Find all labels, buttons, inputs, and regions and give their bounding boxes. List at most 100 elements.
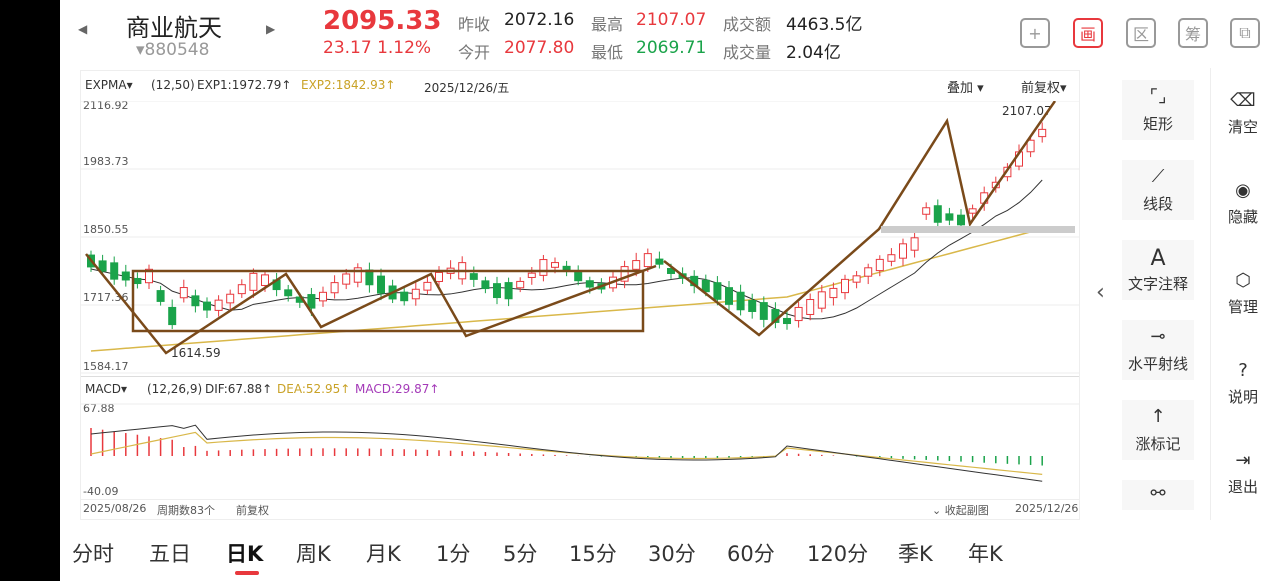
text-note-label: 文字注释 bbox=[1127, 275, 1188, 293]
text-note-tool[interactable]: A 文字注释 bbox=[1122, 240, 1194, 300]
hide-tool[interactable]: ◉ 隐藏 bbox=[1220, 180, 1266, 227]
exit-tool[interactable]: ⇥ 退出 bbox=[1220, 450, 1266, 497]
candle-body bbox=[667, 268, 675, 274]
candle-body bbox=[423, 281, 432, 291]
divider bbox=[81, 376, 1079, 377]
candle-body bbox=[968, 208, 977, 214]
macd-indicator-select[interactable]: MACD▾ bbox=[85, 382, 127, 396]
candle-body bbox=[701, 279, 710, 293]
next-stock-icon[interactable]: ▶ bbox=[266, 22, 276, 36]
help-tool[interactable]: ? 说明 bbox=[1220, 360, 1266, 407]
chart-panel[interactable]: EXPMA▾ (12,50) EXP1:1972.79↑ EXP2:1842.9… bbox=[80, 70, 1080, 520]
up-arrow-icon: ↑ bbox=[1150, 406, 1166, 427]
horizontal-ray-tool[interactable]: ⊸ 水平射线 bbox=[1122, 320, 1194, 380]
candle-body bbox=[736, 291, 745, 311]
candle-body bbox=[933, 205, 942, 223]
volume-value: 2.04亿 bbox=[786, 43, 841, 63]
tab-weekly[interactable]: 周K bbox=[296, 542, 331, 566]
candle-body bbox=[957, 214, 965, 226]
candle-body bbox=[98, 260, 107, 272]
low-mark: 1614.59 bbox=[171, 346, 221, 360]
tab-5min[interactable]: 5分 bbox=[503, 542, 538, 566]
tab-daily[interactable]: 日K bbox=[226, 542, 264, 566]
more-tool[interactable]: ⚯ bbox=[1122, 480, 1194, 510]
tab-1min[interactable]: 1分 bbox=[436, 542, 471, 566]
drawn-segments bbox=[663, 101, 1057, 337]
candle-body bbox=[179, 287, 188, 299]
adjust-select[interactable]: 前复权▾ bbox=[1021, 81, 1067, 96]
candle-body bbox=[759, 302, 768, 320]
exp2-line bbox=[90, 228, 1043, 352]
tab-5day[interactable]: 五日 bbox=[149, 542, 191, 566]
tab-monthly[interactable]: 月K bbox=[366, 542, 401, 566]
candle-body bbox=[783, 317, 791, 325]
candle-body bbox=[145, 268, 153, 284]
candle-body bbox=[203, 301, 211, 311]
candle-body bbox=[284, 289, 293, 297]
high-value: 2107.07 bbox=[636, 10, 707, 30]
segment-label: 线段 bbox=[1142, 195, 1173, 213]
candle-body bbox=[411, 288, 420, 300]
plus-icon[interactable]: + bbox=[1020, 18, 1050, 48]
tab-15min[interactable]: 15分 bbox=[569, 542, 617, 566]
drawn-rectangle bbox=[131, 269, 645, 333]
candle-body bbox=[516, 280, 525, 289]
amount-label: 成交额 bbox=[723, 15, 772, 34]
prev-stock-icon[interactable]: ◀ bbox=[78, 22, 88, 36]
ray-icon: ⊸ bbox=[1150, 326, 1166, 347]
manage-tool[interactable]: ⬡ 管理 bbox=[1220, 270, 1266, 317]
exp1-line bbox=[90, 179, 1043, 320]
rise-mark-tool[interactable]: ↑ 涨标记 bbox=[1122, 400, 1194, 460]
app-window: ◀ 商业航天 ▾880548 ▶ 2095.33 23.17 1.12% 昨收 … bbox=[60, 0, 1280, 581]
tab-60min[interactable]: 60分 bbox=[727, 542, 775, 566]
exp1-value: EXP1:1972.79↑ bbox=[197, 78, 292, 92]
low-value: 2069.71 bbox=[636, 38, 707, 58]
candle-body bbox=[249, 272, 258, 291]
people-icon: ⚯ bbox=[1150, 483, 1166, 504]
candle-body bbox=[643, 253, 652, 268]
tab-120min[interactable]: 120分 bbox=[807, 542, 869, 566]
segment-tool[interactable]: ⟋ 线段 bbox=[1122, 160, 1194, 220]
horizontal-band bbox=[881, 226, 1075, 233]
candle-body bbox=[168, 306, 177, 326]
footer-adjust: 前复权 bbox=[236, 504, 269, 517]
collapse-subchart-button[interactable]: ⌄ 收起副图 bbox=[932, 504, 989, 517]
rise-mark-label: 涨标记 bbox=[1135, 435, 1181, 453]
start-date: 2025/08/26 bbox=[83, 502, 147, 515]
kline-params: (12,50) bbox=[151, 78, 195, 92]
clear-label: 清空 bbox=[1227, 118, 1258, 136]
candle-body bbox=[342, 273, 351, 285]
overlay-select[interactable]: 叠加 ▾ bbox=[947, 81, 984, 96]
manage-icon: ⬡ bbox=[1235, 270, 1251, 291]
active-tab-indicator bbox=[235, 571, 259, 575]
candle-body bbox=[922, 207, 931, 215]
chip-icon[interactable]: 筹 bbox=[1178, 18, 1208, 48]
candle-body bbox=[1038, 128, 1047, 138]
candle-body bbox=[620, 266, 629, 282]
stock-name: 商业航天 bbox=[126, 14, 222, 42]
device-icon[interactable]: ⧉ bbox=[1230, 18, 1260, 48]
clear-tool[interactable]: ⌫ 清空 bbox=[1220, 90, 1266, 137]
candle-body bbox=[261, 274, 269, 286]
candle-body bbox=[899, 243, 907, 259]
candle-body bbox=[330, 282, 339, 294]
candle-body bbox=[1026, 139, 1035, 153]
candle-body bbox=[910, 237, 919, 251]
candle-body bbox=[574, 272, 583, 282]
tab-yearly[interactable]: 年K bbox=[968, 542, 1003, 566]
tab-intraday[interactable]: 分时 bbox=[72, 542, 114, 566]
question-icon: ? bbox=[1238, 360, 1248, 381]
rectangle-tool[interactable]: ⌜⌟ 矩形 bbox=[1122, 80, 1194, 140]
tab-30min[interactable]: 30分 bbox=[648, 542, 696, 566]
tab-quarterly[interactable]: 季K bbox=[898, 542, 933, 566]
collapse-arrow-icon[interactable]: ‹ bbox=[1096, 280, 1105, 305]
kline-chart[interactable] bbox=[81, 101, 1079, 376]
current-price: 2095.33 bbox=[323, 6, 442, 36]
kline-indicator-select[interactable]: EXPMA▾ bbox=[85, 78, 133, 92]
macd-params: (12,26,9) bbox=[147, 382, 203, 396]
candle-body bbox=[353, 267, 362, 283]
zone-icon[interactable]: 区 bbox=[1126, 18, 1156, 48]
draw-icon[interactable]: 画 bbox=[1073, 18, 1103, 48]
stock-code[interactable]: ▾880548 bbox=[136, 40, 210, 60]
macd-chart[interactable] bbox=[81, 401, 1079, 501]
